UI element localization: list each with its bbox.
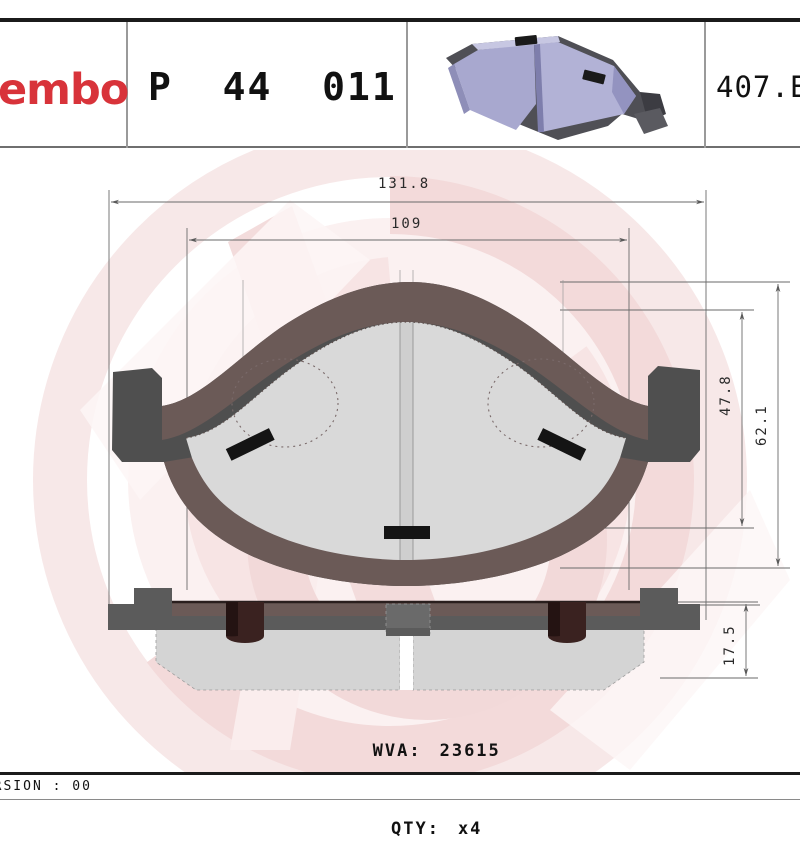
technical-drawing — [108, 190, 790, 691]
dimension-label-overall-height: 62.1 — [754, 404, 770, 446]
reference-code: 407.E — [716, 70, 800, 104]
brake-pad-3d-icon — [446, 34, 668, 140]
drawing-sheet: brembo P 44 011 — [0, 18, 800, 839]
wva-value: 23615 — [439, 741, 501, 761]
dimension-label-overall-width: 131.8 — [378, 176, 431, 192]
part-code-cell: P 44 011 — [128, 22, 408, 148]
wva-key: WVA: — [372, 741, 422, 761]
version-text: VERSION : 00 — [0, 779, 92, 794]
brembo-logo-text: brembo — [0, 66, 128, 114]
dimension-label-inner-width: 109 — [391, 216, 423, 232]
qty-key: QTY: — [390, 819, 440, 839]
footer-block: VERSION : 00 — [0, 772, 800, 800]
dimension-label-friction-height: 47.8 — [718, 374, 734, 416]
brembo-logo: brembo — [0, 66, 128, 114]
qty-value: x4 — [457, 819, 483, 839]
reference-code-cell: 407.E — [706, 22, 800, 148]
iso-view-cell — [408, 22, 706, 148]
qty-row: QTY: x4 — [0, 790, 800, 868]
logo-cell: brembo — [0, 22, 128, 148]
part-code: P 44 011 — [148, 65, 397, 109]
brake-pad-side-view — [108, 588, 760, 691]
dimension-label-thickness: 17.5 — [722, 624, 738, 666]
title-block: brembo P 44 011 — [0, 18, 800, 148]
brake-pad-front-view — [112, 281, 700, 586]
